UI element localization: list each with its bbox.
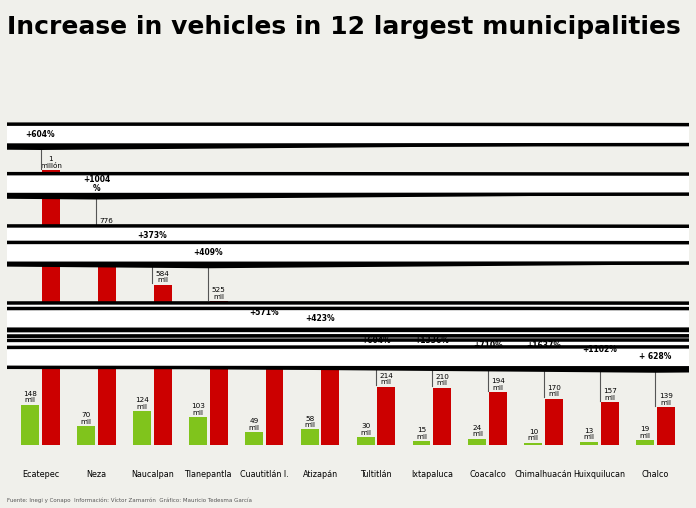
Text: +710%: +710%: [473, 341, 503, 351]
Text: 13
mil: 13 mil: [584, 428, 595, 440]
Bar: [636, 440, 654, 446]
Circle shape: [0, 340, 696, 361]
Polygon shape: [0, 193, 696, 200]
Bar: [356, 437, 374, 446]
Circle shape: [0, 347, 696, 368]
Bar: [209, 301, 228, 446]
Circle shape: [0, 303, 696, 324]
Text: +1336%: +1336%: [414, 336, 450, 345]
Text: Tultitlán: Tultitlán: [361, 470, 392, 479]
Polygon shape: [0, 356, 696, 362]
Bar: [189, 417, 207, 446]
Text: 210
mil: 210 mil: [435, 374, 449, 386]
Bar: [266, 355, 283, 446]
Text: +409%: +409%: [193, 248, 223, 257]
Text: 58
mil: 58 mil: [304, 416, 315, 428]
Text: Huixquilucan: Huixquilucan: [574, 470, 626, 479]
Text: Chimalhuacán: Chimalhuacán: [515, 470, 573, 479]
Circle shape: [0, 330, 696, 352]
Circle shape: [0, 226, 696, 247]
Text: 776
mil: 776 mil: [100, 218, 113, 231]
Text: 148
mil: 148 mil: [23, 391, 37, 403]
Circle shape: [0, 174, 696, 195]
Circle shape: [0, 336, 696, 357]
Bar: [524, 442, 542, 446]
Text: 157
mil: 157 mil: [603, 388, 617, 401]
Text: + 628%: + 628%: [640, 353, 672, 361]
Text: Naucalpan: Naucalpan: [131, 470, 174, 479]
Bar: [133, 411, 151, 446]
Bar: [413, 441, 430, 446]
Text: +423%: +423%: [306, 314, 335, 323]
Text: 103
mil: 103 mil: [191, 403, 205, 416]
Polygon shape: [0, 360, 696, 366]
Circle shape: [0, 336, 696, 357]
Bar: [322, 362, 340, 446]
Text: +604%: +604%: [361, 336, 390, 345]
Bar: [245, 432, 263, 446]
Polygon shape: [0, 328, 696, 334]
Text: 214
mil: 214 mil: [379, 373, 393, 385]
Bar: [657, 407, 675, 446]
Text: 30
mil: 30 mil: [360, 423, 371, 436]
Polygon shape: [0, 356, 696, 362]
Text: 194
mil: 194 mil: [491, 378, 505, 391]
Text: 49
mil: 49 mil: [248, 418, 260, 430]
Text: 15
mil: 15 mil: [416, 427, 427, 440]
Polygon shape: [0, 262, 696, 268]
Text: 584
mil: 584 mil: [156, 271, 170, 283]
Text: Increase in vehicles in 12 largest municipalities: Increase in vehicles in 12 largest munic…: [7, 15, 681, 39]
Bar: [601, 402, 619, 446]
Circle shape: [0, 242, 696, 263]
Text: 19
mil: 19 mil: [640, 426, 651, 439]
Text: Cuautitlán I.: Cuautitlán I.: [240, 470, 288, 479]
Text: 170
mil: 170 mil: [547, 385, 561, 397]
Text: Neza: Neza: [86, 470, 106, 479]
Text: 124
mil: 124 mil: [135, 397, 149, 410]
Bar: [21, 405, 39, 446]
Circle shape: [0, 124, 696, 145]
Bar: [580, 442, 598, 446]
Text: 1
millón: 1 millón: [40, 156, 62, 169]
Polygon shape: [0, 366, 696, 373]
Text: +604%: +604%: [26, 130, 55, 139]
Text: 70
mil: 70 mil: [81, 412, 92, 425]
Bar: [98, 232, 116, 446]
Polygon shape: [0, 144, 696, 150]
Bar: [301, 429, 319, 446]
Bar: [545, 399, 563, 446]
Text: +1004
%: +1004 %: [83, 175, 110, 193]
Text: 139
mil: 139 mil: [659, 393, 673, 406]
Circle shape: [0, 308, 696, 329]
Text: Chalco: Chalco: [642, 470, 669, 479]
Bar: [433, 388, 451, 446]
Bar: [154, 285, 172, 446]
Bar: [377, 387, 395, 446]
Text: 24
mil: 24 mil: [472, 425, 483, 437]
Circle shape: [0, 330, 696, 352]
Polygon shape: [0, 350, 696, 356]
Text: Atizapán: Atizapán: [303, 470, 338, 479]
Text: Fuente: Inegi y Conapo  Información: Víctor Zamarrón  Gráfico: Mauricio Tedesma : Fuente: Inegi y Conapo Información: Víct…: [7, 497, 252, 503]
Text: 303
mil: 303 mil: [324, 348, 338, 361]
Bar: [77, 426, 95, 446]
Text: 10
mil: 10 mil: [528, 429, 539, 441]
Text: +373%: +373%: [137, 231, 167, 240]
Text: Ecatepec: Ecatepec: [22, 470, 59, 479]
Text: +571%: +571%: [249, 308, 279, 318]
Text: +1102%: +1102%: [582, 345, 617, 355]
Bar: [468, 439, 487, 446]
Text: +1637%: +1637%: [526, 341, 561, 351]
Bar: [42, 170, 60, 446]
Polygon shape: [0, 323, 696, 329]
Text: Ixtapaluca: Ixtapaluca: [411, 470, 453, 479]
Text: 329
mil: 329 mil: [267, 341, 281, 354]
Polygon shape: [0, 245, 696, 252]
Text: Tlanepantla: Tlanepantla: [184, 470, 232, 479]
Text: Coacalco: Coacalco: [469, 470, 506, 479]
Text: 525
mil: 525 mil: [212, 287, 226, 300]
Bar: [489, 392, 507, 446]
Polygon shape: [0, 350, 696, 356]
